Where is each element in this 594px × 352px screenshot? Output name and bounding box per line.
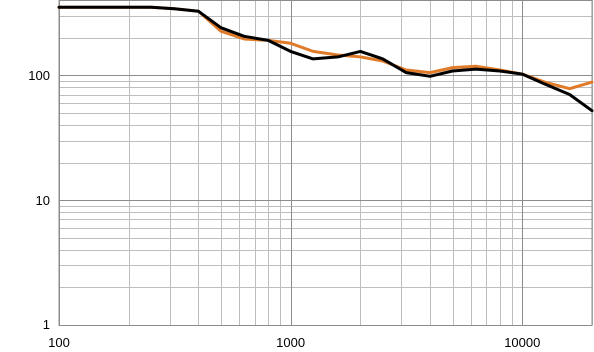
y-tick-labels: 1 10 100 [28,68,50,332]
x-tick-labels: 100 1000 10000 [48,335,540,350]
series-layer [57,5,594,113]
plot-frame [58,0,593,326]
y-tick-label: 10 [36,193,50,208]
y-tick-label: 100 [28,68,50,83]
series-line-black [57,5,594,113]
y-tick-label: 1 [43,317,50,332]
minor-grid [59,0,593,325]
x-tick-label: 100 [48,335,70,350]
x-tick-label: 10000 [504,335,540,350]
x-tick-label: 1000 [276,335,305,350]
